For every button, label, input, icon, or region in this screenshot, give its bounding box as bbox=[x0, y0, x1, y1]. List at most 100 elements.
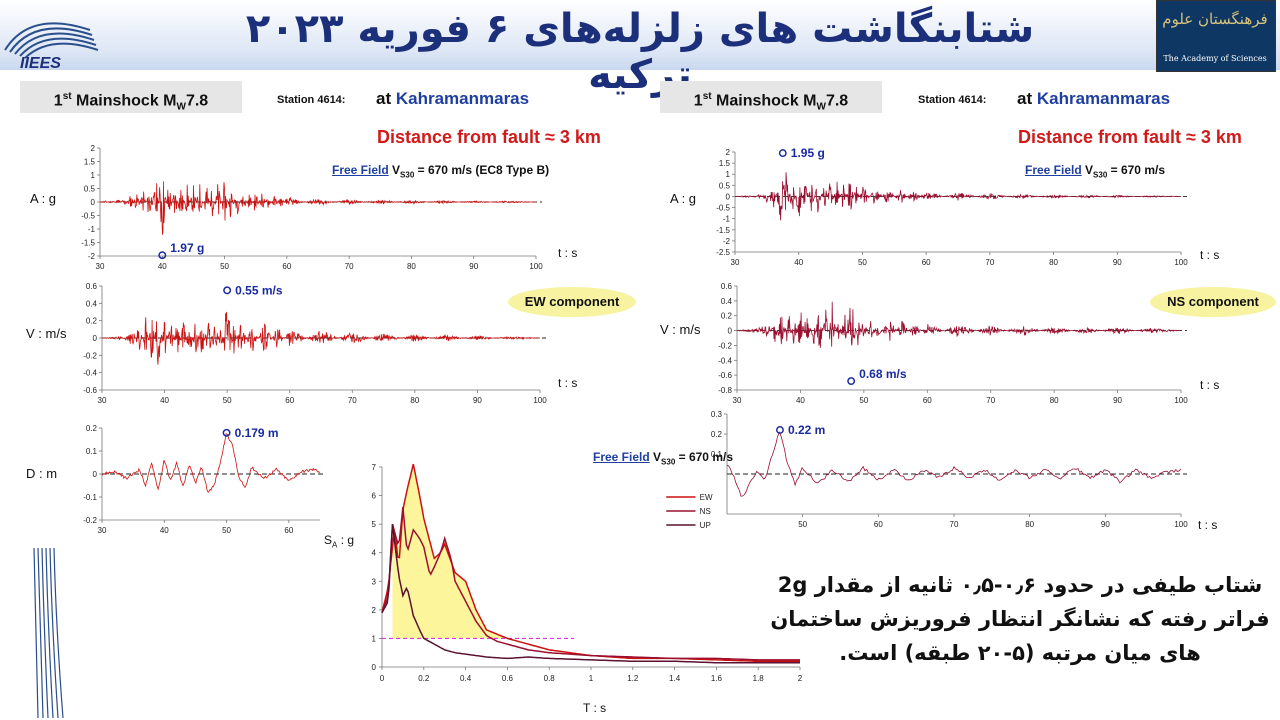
y-tick-label: 2 bbox=[91, 144, 96, 153]
x-tick-label: 30 bbox=[98, 396, 107, 405]
left-vel-time-label: t : s bbox=[558, 376, 578, 390]
x-tick-label: 90 bbox=[473, 396, 482, 405]
y-tick-label: 3 bbox=[372, 577, 377, 586]
y-tick-label: 0.6 bbox=[86, 282, 98, 291]
x-tick-label: 30 bbox=[731, 258, 740, 267]
peak-label: 1.97 g bbox=[170, 241, 204, 255]
y-tick-label: -0.1 bbox=[83, 493, 97, 502]
exceedance-area bbox=[392, 464, 508, 639]
left-location: at Kahramanmaras bbox=[376, 89, 530, 108]
y-tick-label: -0.2 bbox=[718, 341, 732, 350]
y-tick-label: 0 bbox=[93, 470, 98, 479]
left-acc-time-label: t : s bbox=[558, 246, 578, 260]
y-tick-label: 0 bbox=[372, 663, 377, 672]
y-tick-label: -2 bbox=[88, 252, 96, 261]
legend-label: UP bbox=[700, 521, 711, 530]
signal-trace bbox=[735, 172, 1182, 221]
peak-label: 0.22 m bbox=[788, 423, 825, 437]
x-tick-label: 90 bbox=[469, 262, 478, 271]
x-tick-label: 60 bbox=[282, 262, 291, 271]
y-tick-label: -1 bbox=[723, 215, 731, 224]
x-tick-label: 50 bbox=[220, 262, 229, 271]
left-acc-ylabel: A : g bbox=[30, 191, 57, 206]
y-tick-label: 2 bbox=[726, 148, 731, 157]
x-tick-label: 60 bbox=[285, 396, 294, 405]
left-free-field: Free Field VS30 = 670 m/s (EC8 Type B) bbox=[332, 163, 550, 180]
x-tick-label: 60 bbox=[922, 258, 931, 267]
x-tick-label: 100 bbox=[1174, 258, 1188, 267]
left-station-label: Station 4614: bbox=[277, 94, 346, 106]
signal-trace bbox=[736, 301, 1181, 348]
x-tick-label: 0.4 bbox=[460, 674, 472, 683]
left-vel-ylabel: V : m/s bbox=[26, 326, 67, 341]
y-tick-label: 1 bbox=[372, 634, 377, 643]
x-tick-label: 100 bbox=[1174, 396, 1188, 405]
x-tick-label: 100 bbox=[1174, 520, 1188, 529]
x-tick-label: 50 bbox=[223, 396, 232, 405]
x-tick-label: 100 bbox=[529, 262, 543, 271]
x-tick-label: 0.8 bbox=[544, 674, 556, 683]
y-tick-label: 0.5 bbox=[84, 185, 96, 194]
y-tick-label: -0.8 bbox=[718, 386, 732, 395]
right-mainshock-label: 1st Mainshock MW7.8 bbox=[660, 81, 882, 113]
x-tick-label: 80 bbox=[1025, 520, 1034, 529]
y-tick-label: -1.5 bbox=[716, 226, 730, 235]
y-tick-label: 0.2 bbox=[86, 424, 98, 433]
spectrum-series-up bbox=[381, 524, 800, 664]
x-tick-label: 70 bbox=[985, 258, 994, 267]
x-tick-label: 70 bbox=[348, 396, 357, 405]
y-tick-label: 0.2 bbox=[711, 430, 723, 439]
x-tick-label: 90 bbox=[1113, 396, 1122, 405]
ew-acceleration-chart: 2 1.5 1 0.5 0 -0.5 -1 -1.5 -230 40 50 60 70 80 90 100 1.… bbox=[81, 144, 543, 271]
right-free-field: Free Field VS30 = 670 m/s bbox=[1025, 163, 1165, 180]
ew-displacement-chart: 0.2 0.1 0 -0.1 -0.230 40 50 60 0.179 m bbox=[83, 424, 326, 535]
y-tick-label: 2 bbox=[372, 606, 377, 615]
spectrum-period-label: T : s bbox=[583, 701, 607, 715]
x-tick-label: 80 bbox=[407, 262, 416, 271]
y-tick-label: 0 bbox=[91, 198, 96, 207]
y-tick-label: -0.4 bbox=[83, 369, 97, 378]
response-spectrum-chart: 0 1 2 3 4 5 6 7 0 0.2 0.4 0.6 0.8 1 1.2 1.4 1.6 1.8 2 EW NS U… bbox=[372, 463, 803, 683]
y-tick-label: 1.5 bbox=[719, 159, 731, 168]
iiees-logo-text: IIEES bbox=[20, 55, 61, 70]
x-tick-label: 30 bbox=[98, 526, 107, 535]
x-tick-label: 0 bbox=[380, 674, 385, 683]
spectrum-sa-label: SA : g bbox=[324, 533, 355, 550]
ew-component-badge: EW component bbox=[508, 287, 636, 317]
x-tick-label: 100 bbox=[533, 396, 547, 405]
peak-marker bbox=[847, 377, 856, 386]
legend-label: NS bbox=[700, 507, 711, 516]
ns-displacement-chart: 0.3 0.2 0.1 50 60 70 80 90 100 0.22 m bbox=[711, 410, 1188, 529]
peak-marker bbox=[158, 251, 167, 260]
x-tick-label: 30 bbox=[733, 396, 742, 405]
x-tick-label: 2 bbox=[798, 674, 803, 683]
right-acc-ylabel: A : g bbox=[670, 191, 697, 206]
x-tick-label: 1 bbox=[589, 674, 594, 683]
x-tick-label: 70 bbox=[950, 520, 959, 529]
decorative-lines bbox=[33, 548, 64, 718]
spectrum-series-ns bbox=[381, 506, 800, 661]
x-tick-label: 0.2 bbox=[418, 674, 430, 683]
signal-trace bbox=[102, 311, 540, 365]
y-tick-label: 0.3 bbox=[711, 410, 723, 419]
y-tick-label: 0.2 bbox=[721, 312, 733, 321]
x-tick-label: 80 bbox=[1049, 258, 1058, 267]
x-tick-label: 80 bbox=[1050, 396, 1059, 405]
peak-label: 1.95 g bbox=[791, 146, 825, 160]
x-tick-label: 80 bbox=[410, 396, 419, 405]
ns-velocity-chart: 0.6 0.4 0.2 0 -0.2 -0.4 -0.6 -0.830 40 50 60 70 80 90… bbox=[718, 282, 1188, 405]
x-tick-label: 50 bbox=[798, 520, 807, 529]
y-tick-label: 0.5 bbox=[719, 181, 731, 190]
y-tick-label: 0.2 bbox=[86, 317, 98, 326]
x-tick-label: 90 bbox=[1101, 520, 1110, 529]
page-title: شتابنگاشت های زلزله‌های ۶ فوریه ۲۰۲۳ ترک… bbox=[245, 6, 1035, 98]
peak-marker bbox=[776, 426, 784, 434]
y-tick-label: -0.5 bbox=[81, 212, 95, 221]
peak-label: 0.55 m/s bbox=[235, 283, 283, 297]
y-tick-label: 0 bbox=[726, 192, 731, 201]
y-tick-label: -2 bbox=[723, 237, 731, 246]
y-tick-label: -0.2 bbox=[83, 351, 97, 360]
academy-logo-arabic: فرهنگستان علوم bbox=[1162, 10, 1268, 28]
y-tick-label: -1 bbox=[88, 225, 96, 234]
left-distance: Distance from fault ≈ 3 km bbox=[377, 127, 601, 147]
